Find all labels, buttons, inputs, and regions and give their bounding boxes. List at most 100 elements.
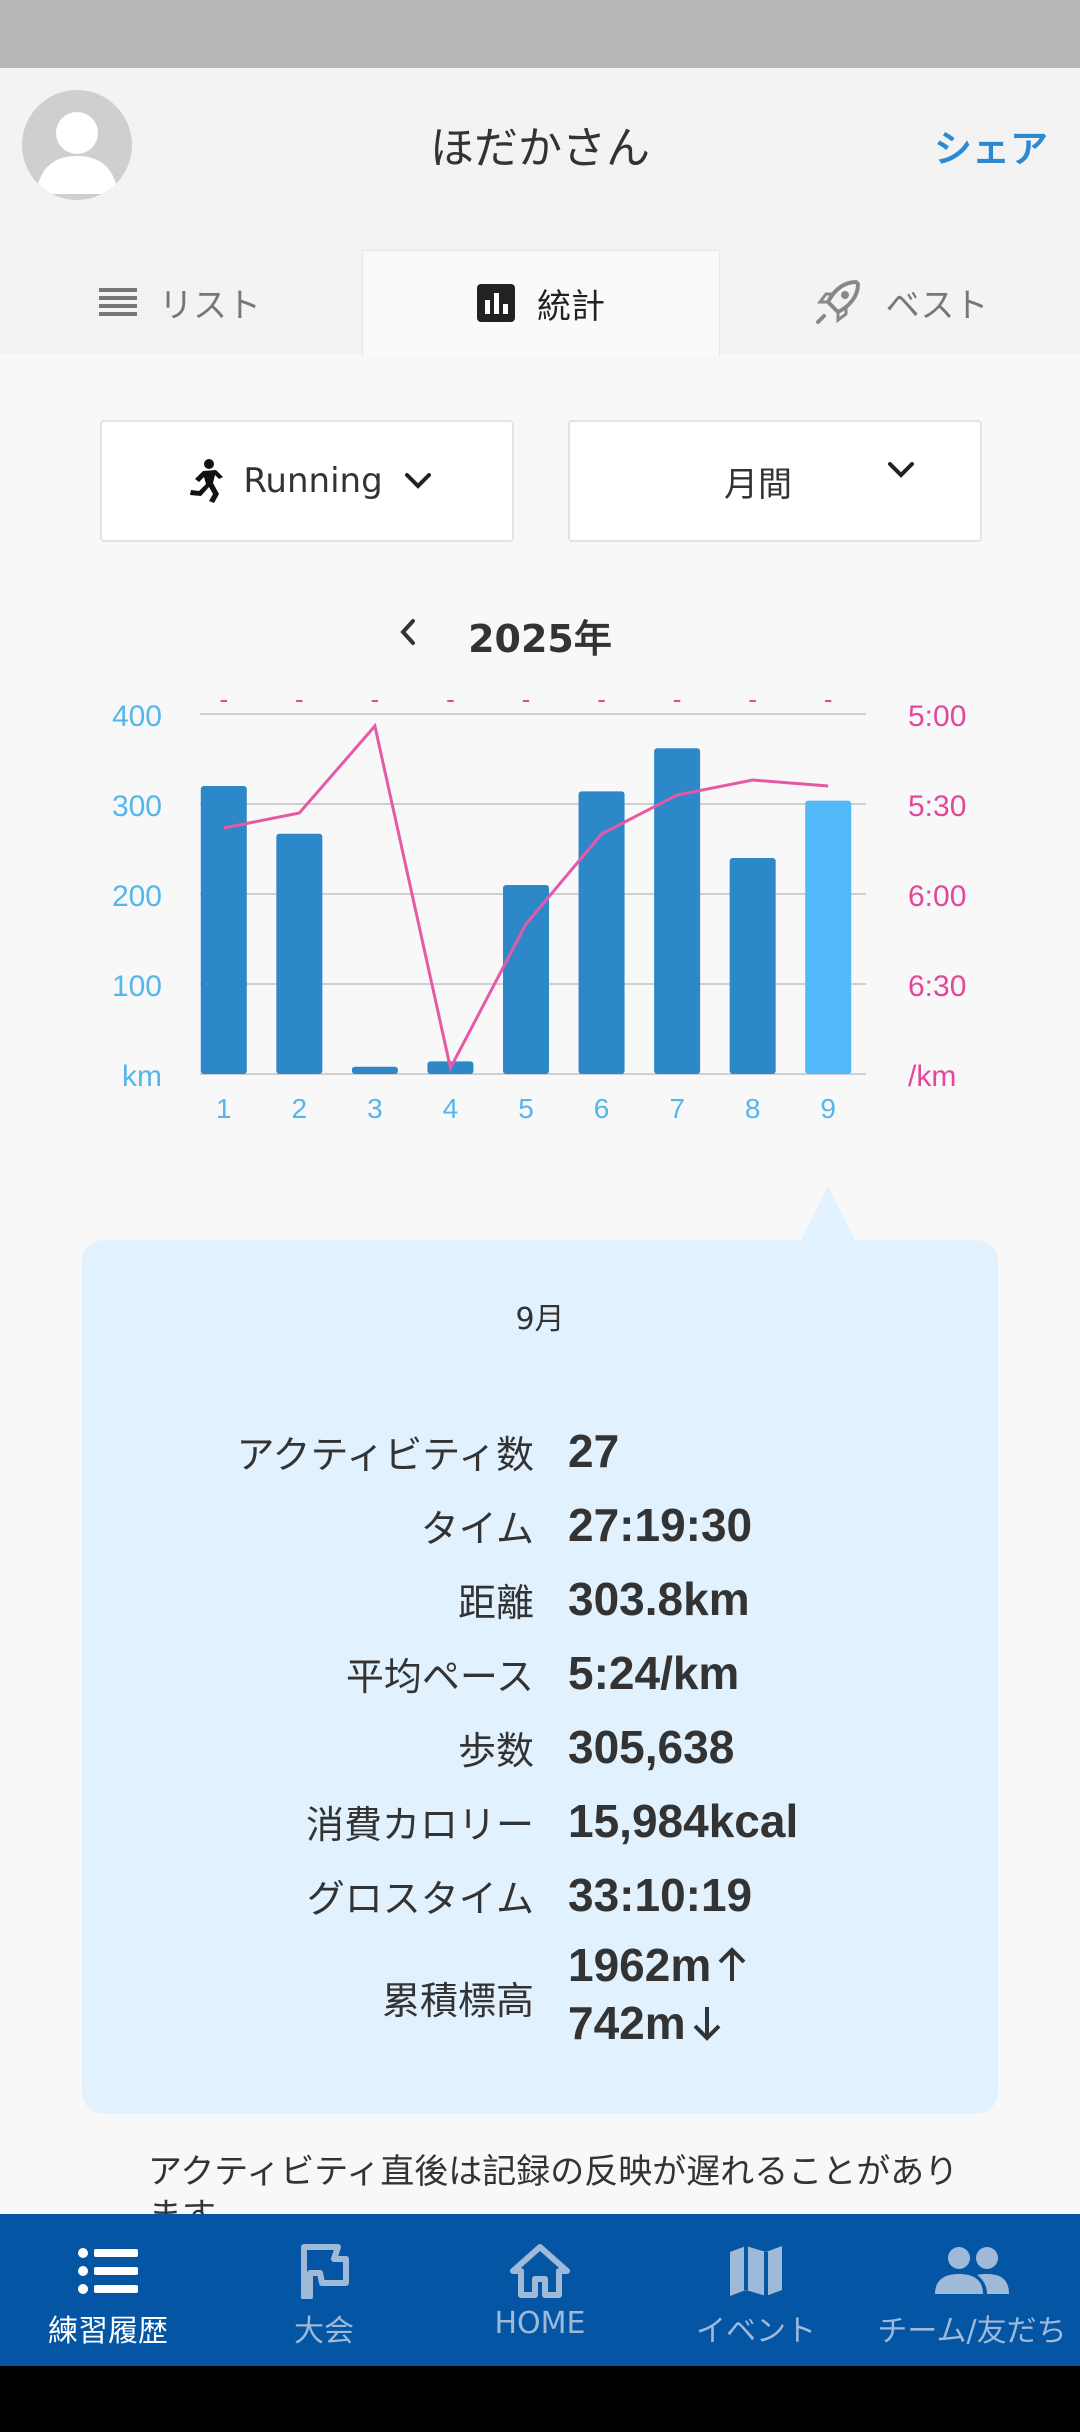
share-button[interactable]: シェア bbox=[933, 127, 1048, 171]
summary-label: アクティビティ数 bbox=[236, 1433, 534, 1477]
x-axis-tick: 8 bbox=[745, 1093, 761, 1124]
arrow-down-icon bbox=[693, 2007, 721, 2041]
summary-row: 歩数 305,638 bbox=[82, 1720, 998, 1780]
summary-row: アクティビティ数 27 bbox=[82, 1424, 998, 1484]
summary-row-elevation: 累積標高 bbox=[82, 1970, 998, 2030]
x-axis-tick: 4 bbox=[443, 1093, 459, 1124]
summary-label: 距離 bbox=[457, 1581, 534, 1625]
map-icon bbox=[726, 2242, 786, 2300]
bottom-nav: 練習履歴 大会 HOME イベント チーム/友だち bbox=[0, 2214, 1080, 2366]
pace-marker: - bbox=[446, 684, 455, 714]
nav-label: 大会 bbox=[294, 2314, 354, 2349]
list-icon bbox=[99, 287, 137, 317]
x-axis-tick: 7 bbox=[669, 1093, 685, 1124]
summary-label: 消費カロリー bbox=[305, 1803, 534, 1847]
system-navigation-bar bbox=[0, 2366, 1080, 2432]
status-bar bbox=[0, 0, 1080, 68]
summary-row: グロスタイム 33:10:19 bbox=[82, 1868, 998, 1928]
tab-label: 統計 bbox=[537, 286, 605, 327]
elevation-down: 742m bbox=[82, 1996, 998, 2056]
chevron-down-icon bbox=[888, 462, 914, 478]
period-select-label: 月間 bbox=[724, 464, 792, 505]
summary-value: 742m bbox=[568, 1997, 686, 2049]
pace-marker: - bbox=[522, 684, 531, 714]
nav-races[interactable]: 大会 bbox=[216, 2214, 432, 2366]
monthly-chart[interactable]: 400 300 200 100 km 5:00 5:30 6:00 6:30/km - 1 - 2 - 3 -… bbox=[0, 680, 1080, 1140]
right-axis-tick: 6:00 bbox=[908, 880, 966, 913]
left-axis-tick: 400 bbox=[112, 700, 162, 733]
nav-team-friends[interactable]: チーム/友だち bbox=[864, 2214, 1080, 2366]
tab-label: ベスト bbox=[885, 285, 989, 326]
summary-month: 9月 bbox=[515, 1302, 565, 1337]
pace-marker: - bbox=[371, 684, 380, 714]
nav-events[interactable]: イベント bbox=[648, 2214, 864, 2366]
avatar[interactable] bbox=[22, 90, 132, 200]
pace-marker: - bbox=[824, 684, 833, 714]
left-axis-label: km bbox=[122, 1060, 162, 1093]
bar-chart-icon bbox=[477, 284, 515, 322]
sport-select[interactable]: Running bbox=[100, 420, 514, 542]
tab-list[interactable]: リスト bbox=[0, 250, 360, 354]
summary-value: 303.8km bbox=[568, 1573, 750, 1625]
summary-row: 平均ペース 5:24/km bbox=[82, 1646, 998, 1706]
nav-label: HOME bbox=[494, 2306, 586, 2341]
x-axis-tick: 3 bbox=[367, 1093, 383, 1124]
running-icon bbox=[183, 459, 224, 503]
page-title: ほだかさん bbox=[430, 123, 650, 174]
nav-training-history[interactable]: 練習履歴 bbox=[0, 2214, 216, 2366]
right-axis-tick: 5:00 bbox=[908, 700, 966, 733]
pace-line bbox=[223, 722, 829, 1073]
x-axis-tick: 5 bbox=[518, 1093, 534, 1124]
pace-marker: - bbox=[748, 684, 757, 714]
chevron-down-icon bbox=[404, 473, 431, 489]
nav-label: チーム/友だち bbox=[877, 2314, 1067, 2349]
period-select[interactable]: 月間 bbox=[568, 420, 982, 542]
notice-text: アクティビティ直後は記録の反映が遅れることがあります。 bbox=[148, 2152, 959, 2214]
chart-bar bbox=[503, 885, 549, 1074]
chart-bar bbox=[578, 791, 625, 1074]
left-axis-tick: 300 bbox=[112, 790, 162, 823]
x-axis-tick: 2 bbox=[292, 1093, 308, 1124]
right-axis-tick: 5:30 bbox=[908, 790, 966, 823]
pace-marker: - bbox=[219, 684, 228, 714]
summary-value: 27:19:30 bbox=[568, 1499, 753, 1551]
summary-label: 平均ペース bbox=[345, 1655, 534, 1699]
summary-value: 33:10:19 bbox=[568, 1869, 753, 1921]
summary-label: 累積標高 bbox=[381, 1979, 534, 2023]
summary-value: 27 bbox=[568, 1425, 620, 1477]
chart-bar bbox=[805, 800, 852, 1074]
nav-label: イベント bbox=[696, 2314, 816, 2349]
summary-value: 1962m bbox=[568, 1939, 712, 1991]
chart-bar bbox=[654, 748, 701, 1074]
chart-bar bbox=[729, 858, 776, 1074]
tab-label: リスト bbox=[159, 285, 261, 326]
chart-bar bbox=[276, 833, 323, 1074]
right-axis-tick: 6:30 bbox=[908, 970, 966, 1003]
summary-value: 305,638 bbox=[568, 1721, 735, 1773]
list-icon bbox=[78, 2242, 138, 2300]
year-label: 2025年 bbox=[468, 617, 612, 661]
sport-select-label: Running bbox=[243, 461, 383, 501]
pace-marker: - bbox=[597, 684, 606, 714]
flag-icon bbox=[298, 2242, 350, 2300]
left-axis-tick: 200 bbox=[112, 880, 162, 913]
chart-bar bbox=[200, 786, 247, 1074]
tab-best[interactable]: ベスト bbox=[720, 250, 1080, 354]
people-icon bbox=[935, 2242, 1009, 2300]
chart-bar bbox=[351, 1066, 398, 1074]
chevron-left-icon bbox=[400, 619, 415, 645]
summary-label: グロスタイム bbox=[306, 1877, 534, 1921]
summary-value: 5:24/km bbox=[568, 1647, 740, 1699]
pace-marker: - bbox=[295, 684, 304, 714]
tab-stats[interactable]: 統計 bbox=[362, 250, 720, 355]
person-icon bbox=[36, 112, 118, 194]
previous-year-button[interactable] bbox=[398, 612, 428, 652]
summary-row: 距離 303.8km bbox=[82, 1572, 998, 1632]
pace-marker: - bbox=[673, 684, 682, 714]
panel-pointer bbox=[800, 1186, 856, 1242]
right-axis-label: /km bbox=[908, 1060, 956, 1093]
home-icon bbox=[509, 2242, 571, 2300]
summary-panel: 9月 アクティビティ数 27 タイム 27:19:30 距離 303.8km 平… bbox=[82, 1240, 998, 2114]
summary-label: 歩数 bbox=[457, 1729, 534, 1773]
nav-home[interactable]: HOME bbox=[432, 2214, 648, 2366]
